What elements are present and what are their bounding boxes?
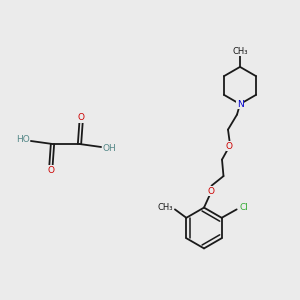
Text: N: N bbox=[237, 100, 243, 109]
Text: O: O bbox=[208, 187, 215, 196]
Text: O: O bbox=[226, 142, 233, 151]
Text: CH₃: CH₃ bbox=[157, 203, 172, 212]
Text: N: N bbox=[237, 100, 243, 109]
Text: O: O bbox=[77, 113, 85, 122]
Text: HO: HO bbox=[16, 135, 29, 144]
Text: O: O bbox=[47, 166, 55, 175]
Text: OH: OH bbox=[103, 144, 116, 153]
Text: CH₃: CH₃ bbox=[232, 47, 248, 56]
Text: Cl: Cl bbox=[240, 203, 248, 212]
